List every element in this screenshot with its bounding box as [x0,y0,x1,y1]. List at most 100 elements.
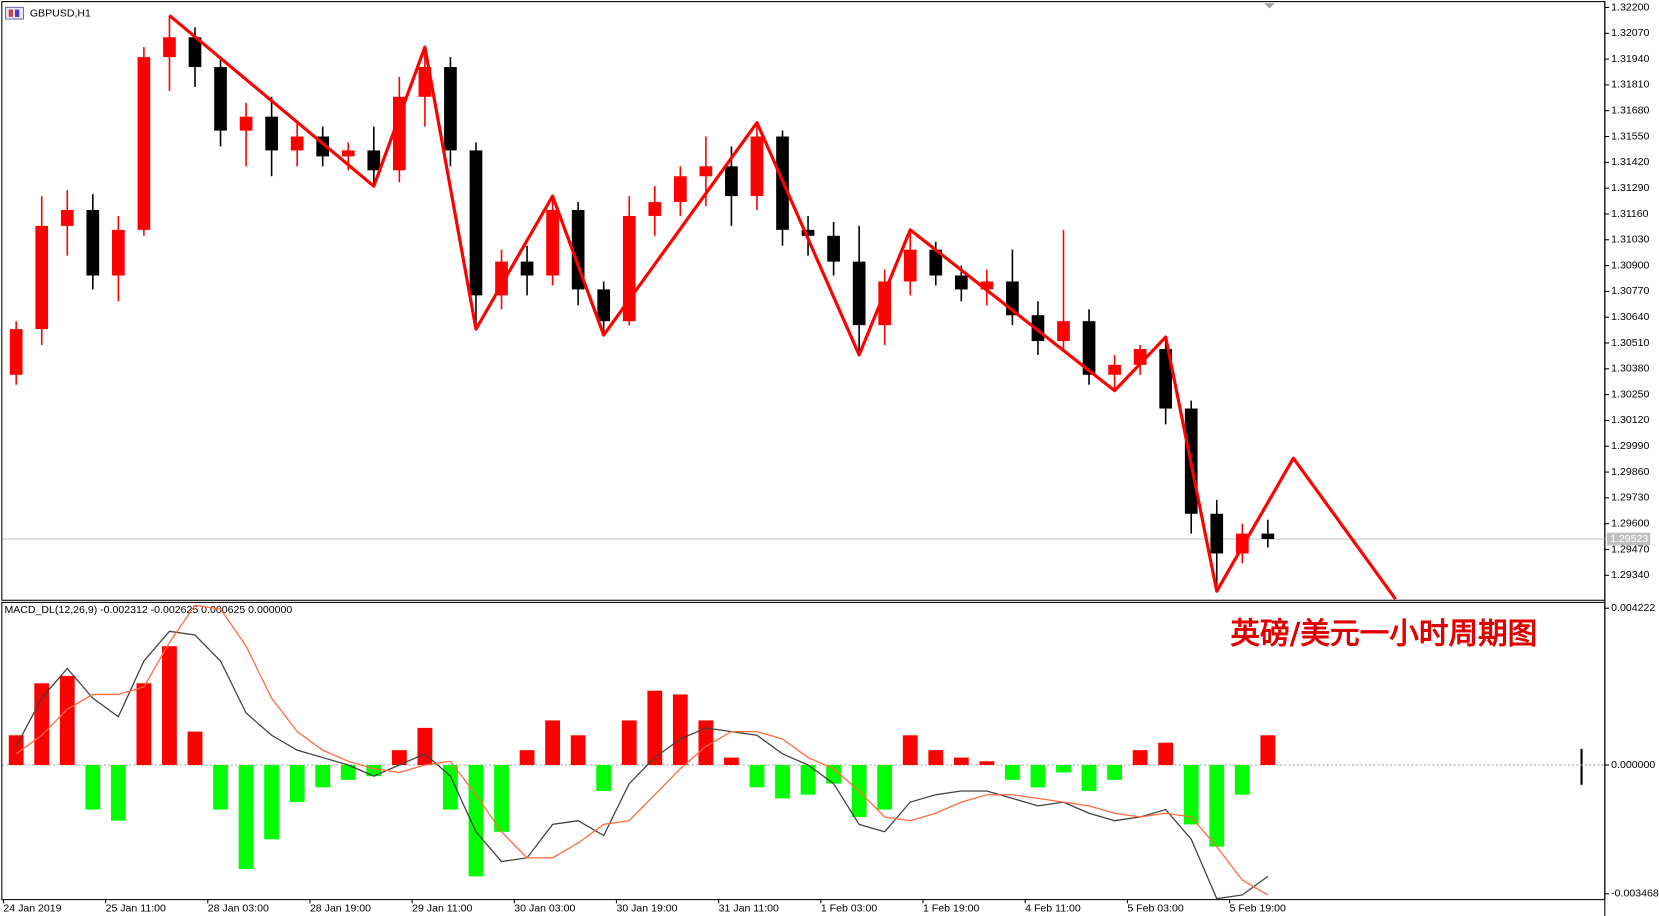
y-tick-label: 1.29340 [1611,569,1649,581]
histogram-bar [519,750,535,765]
x-tick-label: 25 Jan 11:00 [106,902,166,914]
histogram-bar [698,720,714,765]
histogram-bar [1005,764,1020,780]
candle-body [137,57,151,230]
histogram-bar [545,720,561,765]
current-price-label: 1.29523 [1610,533,1648,545]
indicator-label: MACD_DL(12,26,9) -0.002312 -0.002625 0.0… [4,604,292,616]
y-tick-label: 1.31680 [1611,105,1649,117]
y-tick-label: 1.31420 [1611,156,1649,168]
candle-body [444,67,457,151]
histogram-bar [162,646,177,765]
y-tick-label: 1.29990 [1611,440,1649,452]
histogram-bar [315,764,331,788]
x-tick-label: 1 Feb 19:00 [923,902,980,914]
candle-body [86,209,100,276]
candle-body [239,116,253,131]
candle-body [699,166,713,177]
histogram-bar [724,757,739,765]
histogram-bar [136,683,152,765]
x-tick-label: 28 Jan 03:00 [208,902,269,914]
histogram-bar [1056,764,1071,773]
histogram-bar [826,764,842,784]
candle-body [801,229,815,236]
signal-line [15,604,1269,896]
y-tick-label: 1.30120 [1611,414,1649,426]
scroll-marker [1580,748,1583,785]
x-tick-label: 30 Jan 03:00 [514,902,575,914]
y-tick-label: 0.004222 [1611,602,1655,614]
histogram-bar [1107,764,1122,780]
annotation: 英磅/美元一小时周期图 [1230,616,1537,651]
x-tick-label: 30 Jan 19:00 [616,902,677,914]
y-tick-label: 1.30900 [1611,259,1649,271]
x-tick-label: 1 Feb 03:00 [821,902,878,914]
candle-body [1261,533,1275,539]
candle-body [929,249,943,276]
shift-marker[interactable] [1264,3,1275,9]
histogram-bar [34,683,50,765]
y-tick-label: 1.31810 [1611,79,1649,91]
candle-body [1210,513,1224,554]
x-tick-label: 5 Feb 19:00 [1230,902,1287,914]
histogram-bar [1234,764,1250,795]
histogram-bar [775,764,790,799]
histogram-bar [8,735,24,765]
y-tick-label: 1.32200 [1611,1,1649,13]
y-tick-label: 1.31030 [1611,234,1649,246]
y-tick-label: 1.31940 [1611,53,1649,65]
candle-body [112,229,125,276]
histogram-bar [187,731,203,765]
current-price-box [1606,532,1651,546]
candle-body [1108,364,1121,375]
candle-body [9,329,23,375]
y-tick-label: 1.31290 [1611,182,1649,194]
candle-body [367,150,381,171]
histogram-bar [238,764,254,869]
candle-body [1082,321,1096,375]
y-tick-label: 1.29470 [1611,543,1649,555]
candle-body [903,249,917,282]
y-tick-label: 1.30770 [1611,285,1649,297]
y-tick-label: 1.32070 [1611,27,1649,39]
histogram-bar [1081,764,1097,791]
histogram-bar [391,750,407,765]
histogram-bar [289,764,305,803]
y-tick-label: 1.31550 [1611,130,1649,142]
candle-body [418,67,432,97]
candle-body [214,67,227,131]
candle-body [163,37,176,58]
macd-line [15,630,1269,900]
histogram-bar [1209,764,1225,847]
histogram-bar [979,761,995,765]
x-tick-label: 31 Jan 11:00 [719,902,779,914]
y-tick-label: 1.29860 [1611,466,1649,478]
candle-body [520,261,534,276]
histogram-bar [59,675,75,765]
candle-body [469,150,483,296]
y-tick-label: 1.29730 [1611,492,1649,504]
x-tick-label: 5 Feb 03:00 [1127,902,1184,914]
histogram-bar [877,764,893,810]
candle-body [597,289,611,322]
x-tick-label: 24 Jan 2019 [3,902,61,914]
candle-body [392,96,406,171]
histogram-bar [800,764,816,795]
candle-body [673,176,687,203]
y-tick-label: 1.31160 [1611,208,1649,220]
candle-body [35,225,49,330]
candle-body [725,166,738,197]
candle-body [852,261,866,326]
candle-body [265,116,278,151]
histogram-bar [953,757,969,765]
y-tick-label: 1.30380 [1611,363,1649,375]
candle-body [546,209,559,276]
histogram-bar [468,764,484,877]
candle-body [827,235,840,262]
candle-body [878,281,892,326]
candle-body [60,209,74,226]
histogram-bar [928,750,944,765]
candle-body [954,275,968,290]
